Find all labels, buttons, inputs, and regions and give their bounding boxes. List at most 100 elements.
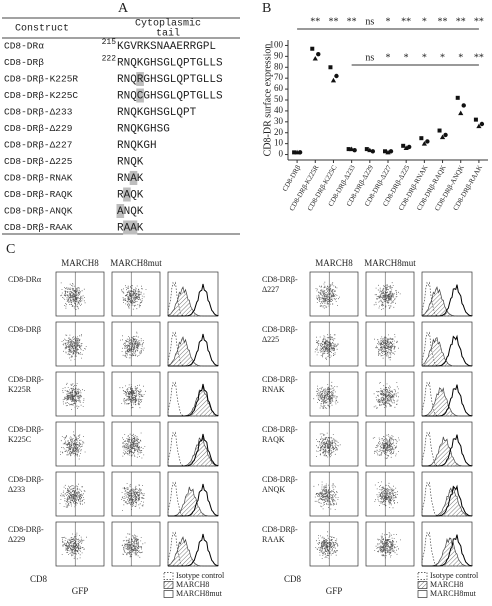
construct: CD8-DRβ-RAAK [4, 222, 73, 233]
cell-events [374, 532, 401, 559]
march8mut-curve [168, 283, 219, 317]
legend-label: MARCH8mut [176, 589, 223, 598]
row-label: Δ229 [8, 535, 25, 544]
data-point [352, 147, 357, 153]
cell-events [315, 281, 340, 309]
construct: CD8-DRβ-Δ229 [4, 123, 73, 134]
legend-swatch [417, 581, 428, 589]
cell-events [372, 434, 400, 459]
march8mut-curve [168, 533, 219, 567]
data-point [479, 121, 485, 127]
cell-events [122, 432, 146, 459]
cell-events [61, 334, 87, 361]
y-tick-label: 100 [270, 40, 284, 50]
tail-sequence: RN [117, 173, 130, 185]
legend-label: MARCH8 [430, 580, 463, 589]
significance: ** [474, 16, 484, 27]
y-tick-label: 30 [274, 116, 284, 126]
column-header: MARCH8mut [110, 258, 162, 268]
march8-curve [167, 286, 218, 317]
tail-sequence: QK [130, 189, 144, 201]
significance: ** [438, 16, 448, 27]
dot-plot-frame [55, 421, 105, 467]
dot-plot-frame [365, 421, 415, 467]
y-tick-label: 60 [274, 83, 284, 93]
march8-curve [167, 336, 218, 367]
data-point [349, 146, 355, 152]
dot-plot-frame [309, 421, 359, 467]
column-header: MARCH8 [315, 258, 353, 268]
march8mut-curve [168, 333, 219, 367]
significance: * [458, 52, 463, 63]
panel-label: B [262, 1, 271, 16]
significance: * [422, 16, 427, 27]
march8-curve [168, 486, 218, 517]
row-label: Δ233 [8, 485, 25, 494]
march8mut-curve [422, 284, 473, 317]
residue-number: 215 [102, 38, 117, 47]
dot-plot-frame [55, 521, 105, 567]
data-point [294, 149, 300, 155]
construct: CD8-DRβ-RAQK [4, 189, 73, 200]
tail-sequence: AA [124, 222, 138, 234]
row-label: CD8-DRα [8, 275, 42, 284]
legend-swatch [163, 572, 174, 580]
axis-label: CD8 [30, 574, 48, 584]
dot-plot-frame [55, 371, 105, 417]
data-point [403, 145, 409, 150]
table-header: Construct [15, 24, 69, 35]
highlight [116, 204, 125, 218]
data-point [458, 110, 464, 116]
y-tick-label: 90 [274, 50, 284, 60]
row-label: RNAK [262, 385, 285, 394]
data-point [364, 147, 369, 152]
tail-sequence: GHSGLQPTGLLS [143, 74, 223, 86]
dot-plot-frame [111, 321, 161, 367]
dot-plot-frame [365, 521, 415, 567]
construct: CD8-DRα [4, 41, 44, 52]
row-label: RAAK [262, 535, 285, 544]
data-point [346, 147, 351, 152]
y-axis-label: CD8-DR surface expression [262, 44, 273, 157]
cell-events [119, 384, 146, 409]
tail-sequence: RNQ [117, 90, 137, 102]
construct: CD8-DRβ-Δ233 [4, 107, 73, 118]
construct: CD8-DRβ-K225C [4, 90, 78, 101]
tail-sequence: R [137, 74, 144, 86]
tail-sequence: R [117, 222, 124, 234]
tail-sequence: RNQKGHSGLQPTGLLS [117, 57, 223, 69]
data-point [439, 134, 446, 140]
tail-sequence: RNQKGHSGLQPT [117, 107, 197, 119]
significance: * [386, 16, 391, 27]
march8mut-curve [168, 483, 219, 517]
tail-sequence: K [137, 173, 144, 185]
data-point [385, 149, 391, 155]
significance: * [440, 52, 445, 63]
y-tick-label: 0 [279, 149, 284, 159]
tail-sequence: C [137, 90, 144, 102]
dot-plot-frame [55, 471, 105, 517]
march8mut-curve [422, 434, 473, 467]
march8-curve [422, 436, 472, 467]
legend-label: MARCH8mut [430, 589, 477, 598]
construct: CD8-DRβ-Δ225 [4, 156, 73, 167]
march8-curve [421, 387, 472, 417]
row-label: ANQK [262, 485, 285, 494]
residue-number: 222 [102, 55, 117, 64]
tail-sequence: NQK [124, 206, 144, 218]
row-label: Δ225 [262, 335, 279, 344]
dot-plot-frame [365, 471, 415, 517]
panel-label: A [118, 1, 129, 16]
cell-events [59, 483, 86, 508]
march8mut-curve [168, 433, 219, 467]
cell-events [121, 483, 145, 511]
highlight [129, 171, 138, 185]
row-label: Δ227 [262, 285, 279, 294]
row-label: CD8-DRβ- [8, 425, 44, 434]
legend-swatch [417, 590, 428, 598]
dot-plot-frame [55, 271, 105, 317]
march8-curve [422, 537, 472, 567]
cell-events [374, 481, 398, 509]
data-point [367, 147, 373, 153]
